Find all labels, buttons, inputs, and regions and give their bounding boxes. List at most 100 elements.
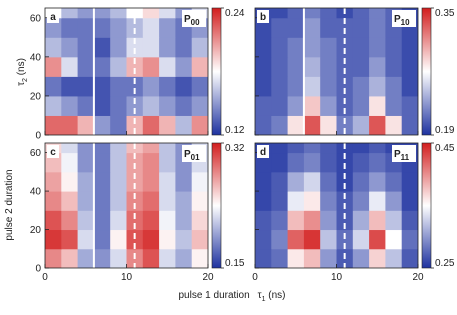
panel-title-main: P	[394, 14, 401, 25]
heatmap-cell	[271, 171, 289, 192]
heatmap-cell	[77, 95, 95, 116]
heatmap-cell	[159, 17, 176, 38]
heatmap-cell	[320, 229, 337, 250]
heatmap-cell	[352, 56, 370, 77]
heatmap-cell	[110, 210, 127, 231]
heatmap-cell	[110, 152, 127, 173]
heatmap-cell	[159, 191, 176, 211]
heatmap-cell	[191, 76, 208, 97]
panel-title-sub: 11	[401, 153, 410, 162]
heatmap-cell	[175, 191, 193, 211]
heatmap-cell	[320, 210, 337, 231]
heatmap-cell	[401, 248, 418, 268]
heatmap-cell	[191, 95, 208, 116]
heatmap-cell	[110, 191, 127, 211]
heatmap-cell	[320, 143, 337, 154]
heatmap-cell	[110, 171, 127, 192]
heatmap-cell	[77, 248, 95, 268]
heatmap-cell	[159, 115, 176, 135]
heatmap-cell	[126, 95, 144, 116]
heatmap-cell	[271, 229, 289, 250]
heatmap-cell	[369, 115, 386, 135]
heatmap-cell	[110, 17, 127, 38]
panel-letter: c	[50, 147, 56, 158]
heatmap-cell	[287, 152, 305, 173]
heatmap-cell	[287, 56, 305, 77]
heatmap-cell	[77, 37, 95, 58]
heatmap-cell	[159, 37, 176, 58]
y-symbol: τ	[16, 82, 27, 86]
colorbar	[421, 142, 432, 269]
heatmap-cell	[45, 115, 62, 135]
heatmap-cell	[385, 210, 403, 231]
heatmap-cell	[126, 191, 144, 211]
heatmap-cell	[303, 191, 321, 211]
heatmap-cell	[287, 229, 305, 250]
heatmap-cell	[352, 115, 370, 135]
colorbar-tick-label: 0.35	[435, 8, 455, 19]
heatmap-cell	[255, 191, 272, 211]
heatmap-cell	[287, 37, 305, 58]
heatmap-cell	[385, 191, 403, 211]
heatmap-cell	[142, 95, 160, 116]
heatmap-cell	[255, 248, 272, 268]
heatmap-cell	[255, 210, 272, 231]
colorbar-tick-label: 0.15	[225, 258, 245, 269]
panel-letter-box	[257, 145, 269, 158]
heatmap-cell	[77, 8, 95, 19]
x-label-text: pulse 1 duration	[178, 290, 249, 301]
heatmap-cell	[45, 76, 62, 97]
heatmap-cell	[401, 37, 418, 58]
heatmap-cell	[352, 191, 370, 211]
heatmap-cell	[287, 8, 305, 19]
heatmap-cell	[385, 248, 403, 268]
heatmap-cells	[45, 143, 208, 268]
heatmap-cell	[175, 229, 193, 250]
colorbar	[211, 142, 222, 269]
heatmap-cell	[61, 171, 79, 192]
heatmap-cell	[191, 37, 208, 58]
heatmap-cell	[369, 191, 386, 211]
heatmap-cell	[126, 152, 144, 173]
y-unit: (ns)	[16, 58, 27, 78]
heatmap-cell	[159, 8, 176, 19]
heatmap-cell	[61, 229, 79, 250]
x-tick-label: 20	[202, 272, 214, 283]
heatmap-cell	[303, 248, 321, 268]
heatmap-cell	[255, 56, 272, 77]
heatmap-cell	[287, 171, 305, 192]
heatmap-cell	[159, 171, 176, 192]
heatmap-cell	[385, 95, 403, 116]
heatmap-cell	[45, 248, 62, 268]
heatmap-cell	[61, 17, 79, 38]
heatmap-cells	[255, 8, 418, 135]
heatmap-cell	[77, 191, 95, 211]
heatmap-cell	[385, 76, 403, 97]
heatmap-cell	[126, 171, 144, 192]
panel-title-main: P	[394, 149, 401, 160]
heatmap-cell	[126, 17, 144, 38]
heatmap-cell	[271, 191, 289, 211]
heatmap-cell	[77, 17, 95, 38]
heatmap-cell	[61, 76, 79, 97]
heatmap-cell	[303, 95, 321, 116]
panel-title: P01	[184, 149, 200, 162]
colorbar-tick-label: 0.24	[225, 8, 245, 19]
heatmap-cell	[77, 229, 95, 250]
panel-title-box	[392, 10, 416, 27]
heatmap-cell	[401, 76, 418, 97]
heatmap-cell	[320, 56, 337, 77]
heatmap-cell	[142, 17, 160, 38]
heatmap-cell	[77, 152, 95, 173]
heatmap-cell	[303, 152, 321, 173]
y-tick-label: 60	[30, 148, 42, 159]
heatmap-cell	[303, 210, 321, 231]
panel-title-sub: 00	[191, 18, 200, 27]
heatmap-cell	[93, 171, 111, 192]
heatmap-cell	[369, 210, 386, 231]
heatmap-cell	[77, 76, 95, 97]
heatmap-cell	[126, 229, 144, 250]
heatmap-cell	[320, 248, 337, 268]
heatmap-cell	[369, 8, 386, 19]
heatmap-cell	[45, 191, 62, 211]
